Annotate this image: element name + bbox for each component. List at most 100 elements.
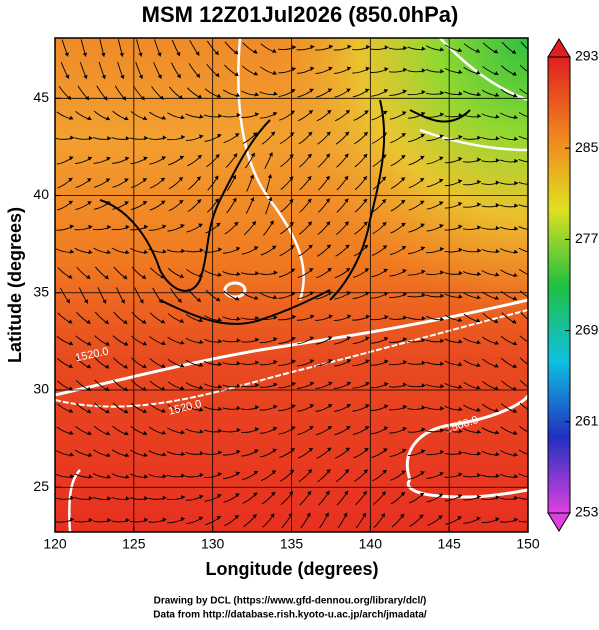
streamline-arrow xyxy=(218,406,222,412)
streamline-arrow xyxy=(513,430,518,435)
streamline-arrow xyxy=(328,381,333,386)
streamline-arrow xyxy=(421,449,426,454)
streamline-arrow xyxy=(458,156,463,162)
streamline-arrow xyxy=(218,450,222,455)
streamline-arrow xyxy=(123,341,129,346)
streamline-arrow xyxy=(327,88,332,93)
streamline-arrow xyxy=(161,408,166,413)
streamline-arrow xyxy=(86,274,91,279)
streamline-arrow xyxy=(162,452,167,457)
streamline-arrow xyxy=(199,407,204,412)
streamline-arrow xyxy=(364,110,369,115)
streamline-arrow xyxy=(347,44,352,50)
streamline-arrow xyxy=(217,247,222,252)
streamline-arrow xyxy=(217,384,222,389)
streamline-arrow xyxy=(88,249,93,255)
streamline-arrow xyxy=(511,49,516,54)
streamline-arrow xyxy=(87,156,92,161)
streamline-arrow xyxy=(120,74,125,80)
streamline-arrow xyxy=(421,89,426,95)
streamline-arrow xyxy=(142,201,148,206)
colorbar-tick-label: 277 xyxy=(575,230,599,246)
streamline-arrow xyxy=(291,359,296,364)
streamline-arrow xyxy=(268,152,273,157)
streamline-arrow xyxy=(401,133,406,138)
streamline-arrow xyxy=(267,174,273,179)
streamline-arrow xyxy=(273,337,278,342)
streamline-arrow xyxy=(439,134,444,139)
streamline-arrow xyxy=(250,152,255,158)
streamline-arrow xyxy=(236,271,241,277)
streamline-arrow xyxy=(440,361,444,366)
streamline-arrow xyxy=(161,115,166,120)
streamline-arrow xyxy=(217,133,222,138)
streamline-arrow xyxy=(291,314,296,320)
streamline-arrow xyxy=(513,452,518,457)
streamline-arrow xyxy=(477,472,481,478)
streamline-arrow xyxy=(218,338,222,344)
streamline-arrow xyxy=(198,516,203,521)
streamline-arrow xyxy=(458,270,463,276)
streamline-arrow xyxy=(514,517,518,523)
streamline-arrow xyxy=(364,88,370,93)
streamline-arrow xyxy=(309,381,315,386)
streamline-arrow xyxy=(254,295,259,300)
streamline-arrow xyxy=(439,471,444,476)
streamline-arrow xyxy=(346,66,351,71)
streamline-arrow xyxy=(307,221,312,226)
streamline-arrow xyxy=(439,156,444,161)
streamline-arrow xyxy=(307,131,313,137)
streamline-arrow xyxy=(531,341,535,345)
streamline-arrow xyxy=(362,491,367,496)
streamline-arrow xyxy=(384,45,389,50)
streamline-arrow xyxy=(87,201,92,206)
streamline-arrow xyxy=(68,340,73,345)
streamline-arrow xyxy=(270,513,275,518)
streamline-arrow xyxy=(255,405,259,410)
streamline-arrow xyxy=(236,449,241,455)
streamline-arrow xyxy=(458,69,463,75)
streamline-arrow xyxy=(234,222,239,227)
streamline-arrow xyxy=(419,514,424,519)
streamline-arrow xyxy=(421,68,426,73)
streamline-arrow xyxy=(400,492,405,497)
streamline-arrow xyxy=(235,92,240,98)
streamline-arrow xyxy=(157,74,162,79)
streamline-arrow xyxy=(308,447,313,452)
streamline-arrow xyxy=(124,431,129,436)
streamline-arrow xyxy=(272,70,277,75)
streamline-arrow xyxy=(512,341,517,346)
streamline-arrow xyxy=(161,430,166,435)
streamline-arrow xyxy=(141,319,147,324)
streamline-arrow xyxy=(402,404,407,410)
streamline-arrow xyxy=(119,52,124,57)
streamline-arrow xyxy=(236,112,241,118)
streamline-arrow xyxy=(530,320,534,324)
streamline-arrow xyxy=(123,409,128,414)
streamline-arrow xyxy=(162,249,167,254)
streamline-arrow xyxy=(325,175,330,181)
y-tick-label: 40 xyxy=(33,186,49,202)
streamline-arrow xyxy=(365,44,370,50)
streamline-arrow xyxy=(64,52,69,57)
streamline-arrow xyxy=(458,201,463,207)
streamline-arrow xyxy=(511,319,517,324)
streamline-arrow xyxy=(142,408,147,413)
credit: Data from http://database.rish.kyoto-u.a… xyxy=(153,610,427,621)
streamline-arrow xyxy=(495,158,500,163)
streamline-arrow xyxy=(476,70,481,75)
streamline-arrow xyxy=(162,495,167,501)
streamline-arrow xyxy=(438,493,444,498)
streamline-arrow xyxy=(531,72,535,76)
streamline-arrow xyxy=(291,88,296,93)
streamline-arrow xyxy=(440,428,444,433)
streamline-arrow xyxy=(291,381,296,387)
streamline-arrow xyxy=(215,297,221,302)
streamline-arrow xyxy=(400,177,406,182)
streamline-arrow xyxy=(139,299,144,304)
streamline-arrow xyxy=(125,249,130,255)
streamline-arrow xyxy=(420,223,425,228)
colorbar-tick-label: 261 xyxy=(575,413,599,429)
streamline-arrow xyxy=(324,512,329,517)
streamline-arrow xyxy=(495,136,500,141)
